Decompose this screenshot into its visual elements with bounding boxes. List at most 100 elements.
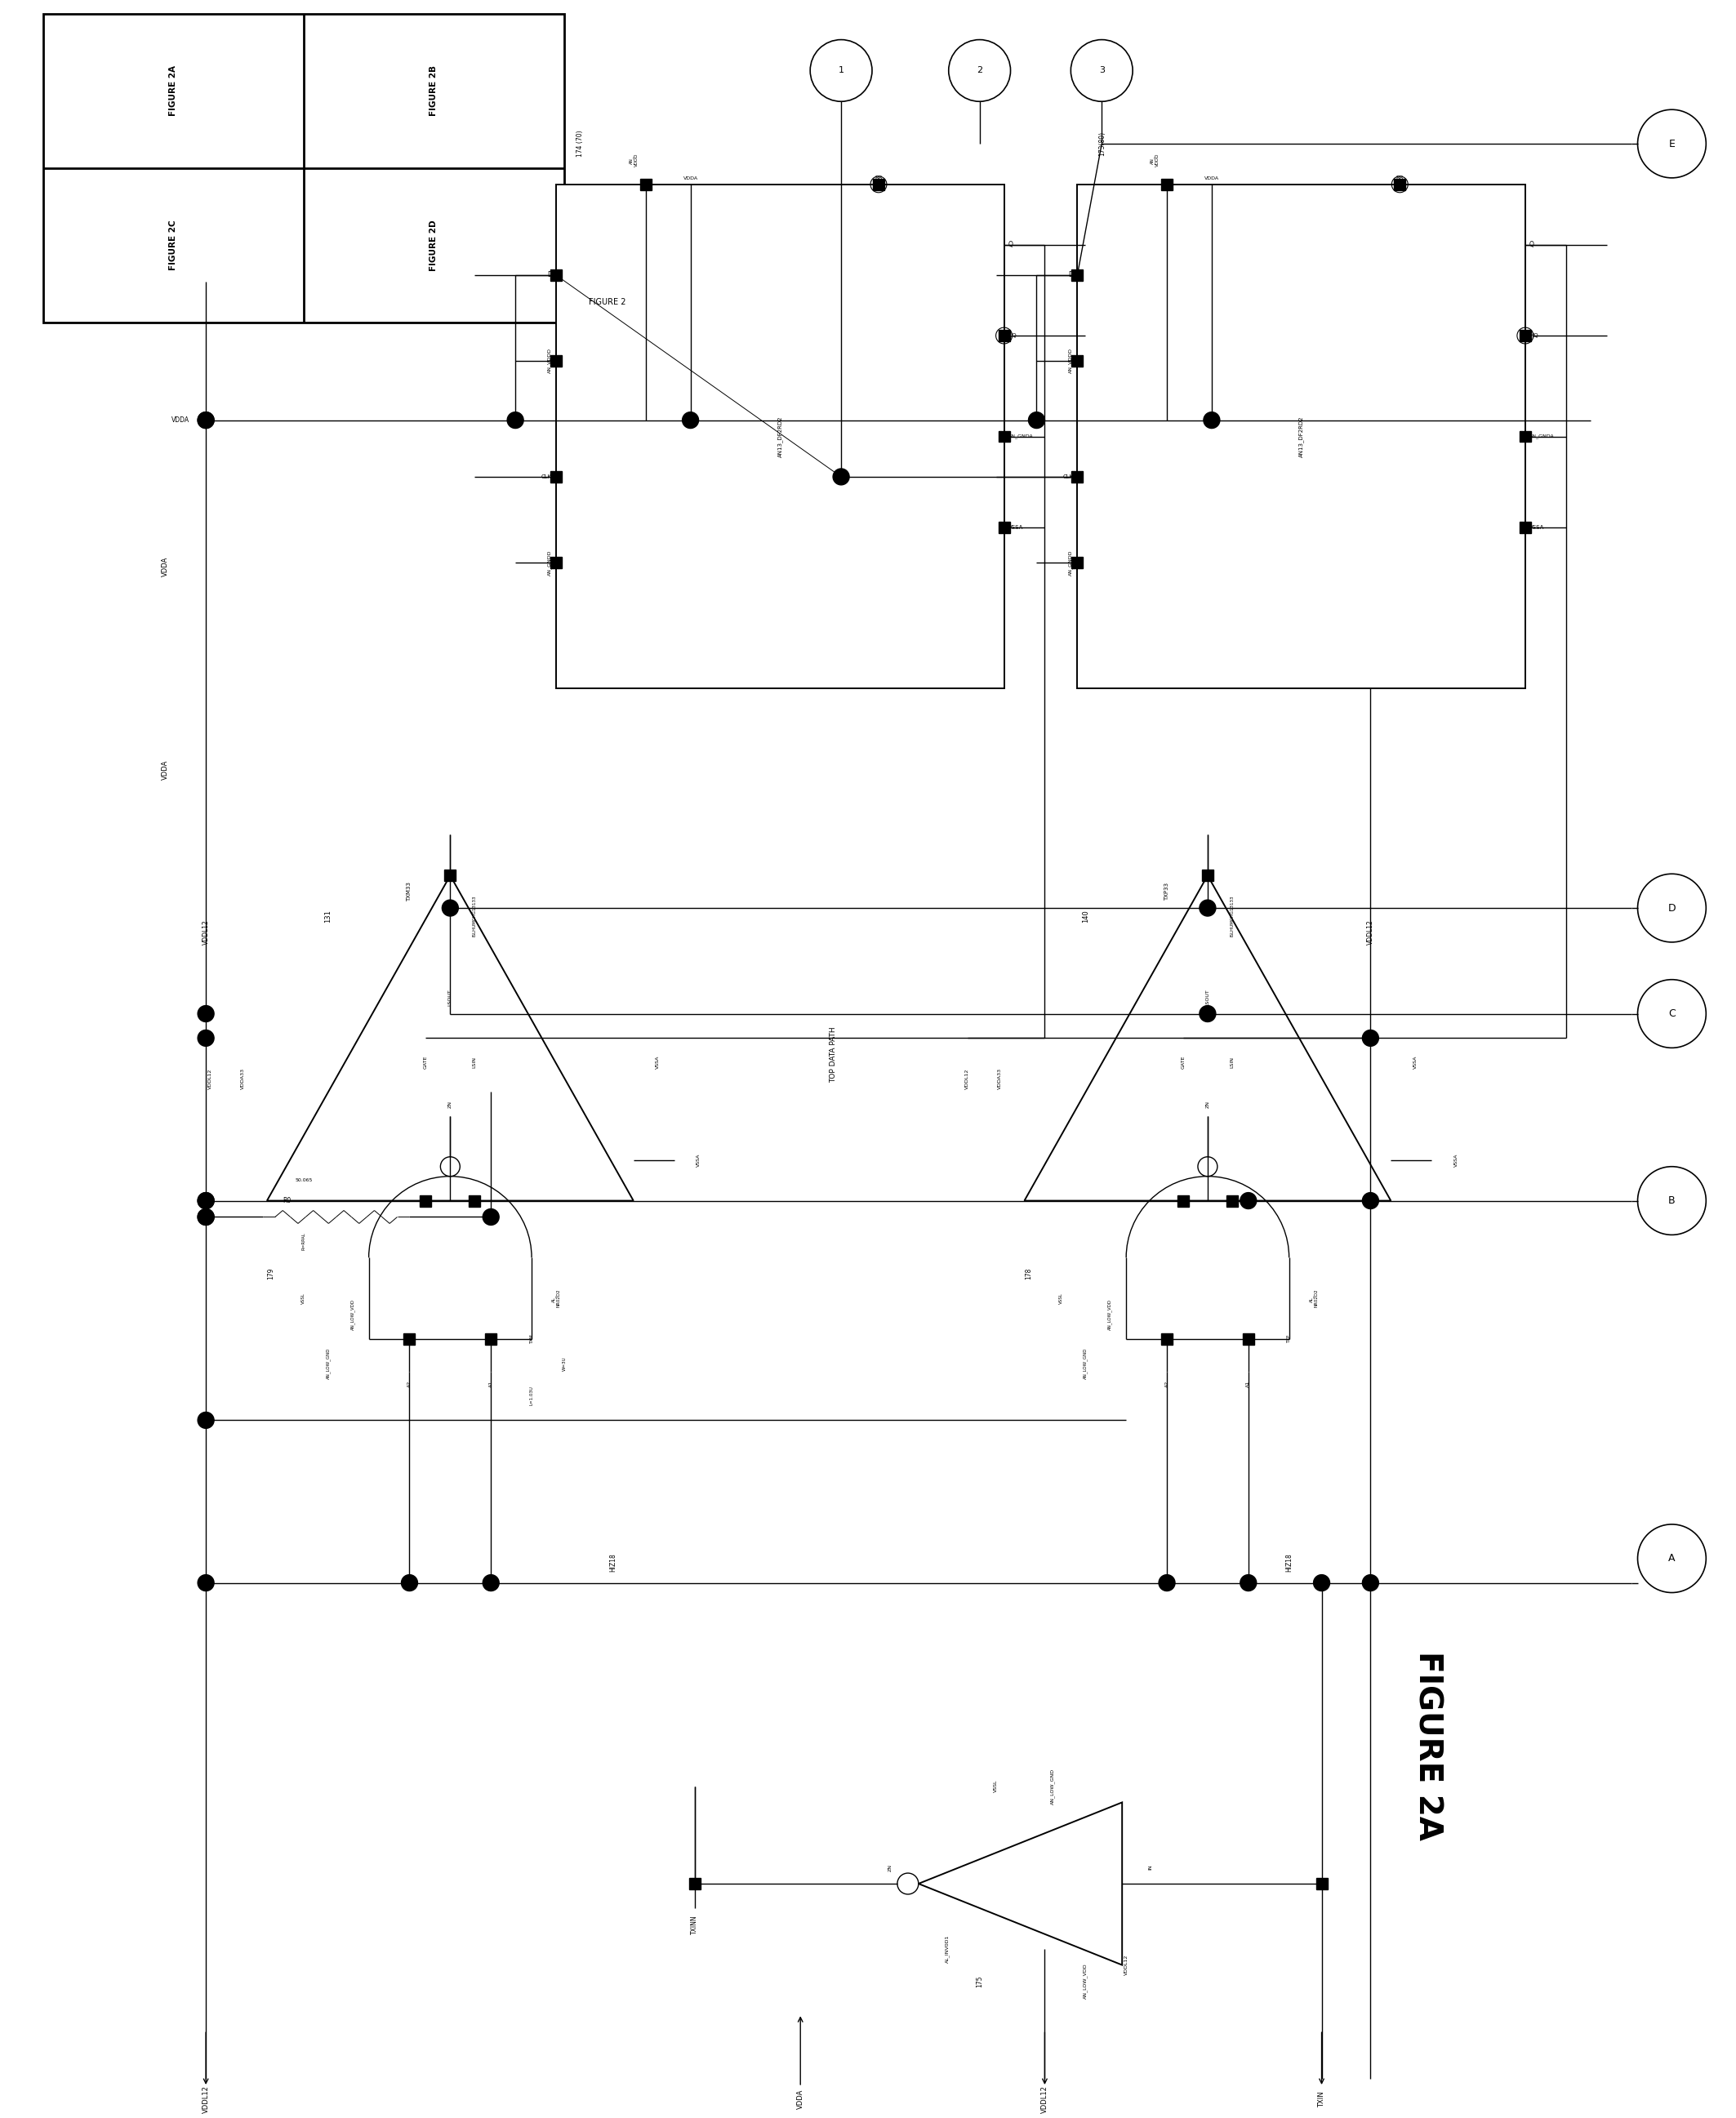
Text: ZN: ZN	[448, 1099, 453, 1108]
Text: TXIN: TXIN	[1318, 2090, 1325, 2107]
Bar	[1071, 557, 1083, 568]
Text: E: E	[1668, 138, 1675, 148]
Text: AN_
VDDD: AN_ VDDD	[1149, 152, 1160, 167]
Text: AL_INV0D1: AL_INV0D1	[944, 1934, 950, 1963]
Bar	[404, 1332, 415, 1345]
Text: IN: IN	[1149, 1864, 1153, 1870]
Circle shape	[1314, 1574, 1330, 1591]
Text: VDDA: VDDA	[161, 557, 168, 576]
Text: AN_LOW_VDD: AN_LOW_VDD	[1108, 1298, 1113, 1330]
Text: VDDL12: VDDL12	[1125, 1955, 1128, 1976]
Circle shape	[198, 1192, 214, 1209]
Circle shape	[1158, 1574, 1175, 1591]
Bar	[1201, 870, 1213, 881]
Bar	[1316, 1879, 1328, 1889]
Text: NQ: NQ	[1009, 333, 1017, 339]
Text: 1: 1	[838, 66, 844, 74]
Text: 131: 131	[325, 909, 332, 923]
Bar	[1161, 178, 1172, 191]
Text: W=3U: W=3U	[562, 1356, 566, 1370]
Circle shape	[198, 413, 214, 428]
Bar	[1519, 430, 1531, 443]
Text: VDDA: VDDA	[682, 176, 698, 180]
Text: TXM: TXM	[529, 1334, 533, 1343]
Text: VDDA33: VDDA33	[998, 1067, 1002, 1089]
Text: TOP DATA PATH: TOP DATA PATH	[830, 1027, 837, 1082]
Text: AN_
VDDD: AN_ VDDD	[628, 152, 639, 167]
Text: CLK: CLK	[1062, 474, 1073, 479]
Text: VSSA: VSSA	[1455, 1154, 1458, 1167]
Bar	[550, 356, 562, 366]
Text: VSSA: VSSA	[1009, 525, 1023, 530]
Bar	[998, 521, 1010, 534]
Circle shape	[1028, 413, 1045, 428]
Bar	[1226, 1195, 1238, 1207]
Bar	[1078, 184, 1526, 688]
Circle shape	[682, 413, 698, 428]
Text: 50.065: 50.065	[295, 1178, 312, 1182]
Text: FIGURE 2C: FIGURE 2C	[168, 220, 177, 271]
Text: 179: 179	[267, 1269, 274, 1279]
Circle shape	[1200, 900, 1215, 917]
Circle shape	[1240, 1192, 1257, 1209]
Bar	[1071, 356, 1083, 366]
Text: TXP33: TXP33	[1165, 883, 1170, 900]
Bar	[1071, 269, 1083, 282]
Text: A2: A2	[1165, 1381, 1168, 1387]
Circle shape	[507, 413, 524, 428]
Text: FIGURE 2: FIGURE 2	[589, 299, 625, 307]
Text: VSSL: VSSL	[993, 1779, 998, 1792]
Text: FIGURE 2D: FIGURE 2D	[431, 220, 437, 271]
Text: VDDL12: VDDL12	[1042, 2086, 1049, 2114]
Circle shape	[483, 1574, 498, 1591]
Circle shape	[1240, 1574, 1257, 1591]
Text: AN13_DF2RD2: AN13_DF2RD2	[1299, 415, 1304, 457]
Text: VDDL12: VDDL12	[201, 2086, 210, 2114]
Text: VSSL: VSSL	[302, 1292, 306, 1305]
Bar	[1071, 470, 1083, 483]
Circle shape	[198, 1209, 214, 1224]
Text: VDDA: VDDA	[161, 760, 168, 779]
Text: TXINN: TXINN	[691, 1915, 698, 1934]
Circle shape	[198, 1574, 214, 1591]
Circle shape	[1203, 413, 1220, 428]
Circle shape	[1363, 1574, 1378, 1591]
Text: TXM33: TXM33	[406, 881, 411, 902]
Bar	[873, 178, 884, 191]
Text: VSSA: VSSA	[656, 1055, 660, 1070]
Text: VDDL12: VDDL12	[208, 1067, 212, 1089]
Text: 178: 178	[1024, 1269, 1033, 1279]
Text: ZN: ZN	[1205, 1099, 1210, 1108]
Bar	[998, 430, 1010, 443]
Bar	[469, 1195, 481, 1207]
Text: VDDL12: VDDL12	[965, 1067, 969, 1089]
Circle shape	[833, 468, 849, 485]
Text: AN_LOW_GND: AN_LOW_GND	[326, 1347, 330, 1379]
Text: AN_LOW_GND: AN_LOW_GND	[1050, 1769, 1055, 1805]
Text: D: D	[547, 271, 552, 280]
Text: A1: A1	[490, 1381, 493, 1387]
Text: B: B	[1668, 1195, 1675, 1205]
Bar	[1161, 1332, 1172, 1345]
Text: AL_
NR02D2: AL_ NR02D2	[1309, 1290, 1318, 1307]
Text: AN_GNDA: AN_GNDA	[1529, 434, 1554, 438]
Text: A1: A1	[1246, 1381, 1250, 1387]
Text: C: C	[1668, 1008, 1675, 1019]
Circle shape	[198, 1029, 214, 1046]
Bar	[998, 330, 1010, 341]
Text: Q: Q	[1529, 241, 1535, 248]
Text: VSSL: VSSL	[1059, 1292, 1062, 1305]
Bar	[43, 13, 564, 322]
Text: HIZ18: HIZ18	[1285, 1552, 1293, 1572]
Text: L=1.03U: L=1.03U	[529, 1385, 533, 1406]
Text: FIGURE 2B: FIGURE 2B	[431, 66, 437, 116]
Text: CLK: CLK	[542, 474, 552, 479]
Text: NQ: NQ	[1529, 333, 1538, 339]
Text: VDDA: VDDA	[1205, 176, 1219, 180]
Circle shape	[483, 1209, 498, 1224]
Circle shape	[401, 1574, 418, 1591]
Text: ISLHUMCHG13133: ISLHUMCHG13133	[1231, 896, 1234, 936]
Text: D: D	[1068, 271, 1073, 280]
Text: GATE: GATE	[424, 1055, 427, 1070]
Circle shape	[198, 1192, 214, 1209]
